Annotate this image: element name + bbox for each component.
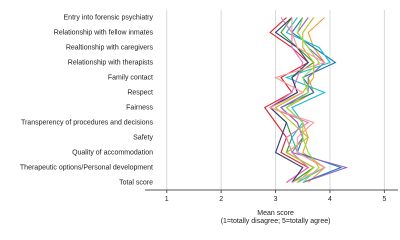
x-tick-label: 5 (382, 196, 386, 203)
series-line (269, 17, 309, 183)
series-line (284, 17, 331, 183)
x-axis-label: Mean score (257, 210, 294, 217)
y-tick-label: Fairness (126, 104, 153, 111)
x-tick-label: 1 (165, 196, 169, 203)
x-tick-label: 3 (274, 196, 278, 203)
series-line (274, 17, 315, 183)
x-axis-label: (1=totally disagree; 5=totally agree) (221, 218, 331, 225)
y-tick-label: Relationship with fellow inmates (54, 29, 154, 36)
series-line (268, 17, 326, 183)
y-tick-label: Family contact (108, 74, 153, 81)
y-tick-label: Therapeutic options/Personal development (20, 164, 153, 171)
y-tick-label: Relationship with therapists (68, 59, 154, 66)
y-tick-label: Entry into forensic psychiatry (64, 14, 154, 21)
series-line (263, 17, 310, 183)
x-tick-label: 4 (328, 196, 332, 203)
chart: 1 2 3 4 5 Entry into forensic psychiatry Relat… (20, 10, 398, 225)
y-tick-label: Total score (119, 179, 153, 186)
y-tick-label: Realtionship with caregivers (66, 44, 154, 51)
series-line (268, 17, 310, 183)
series-line (285, 17, 320, 183)
y-tick-label: Respect (127, 89, 153, 96)
y-tick-label: Quality of accommodation (72, 149, 153, 156)
y-tick-label: Safety (133, 134, 153, 141)
y-tick-label: Transperency of procedures and decisions (21, 119, 154, 126)
x-tick-label: 2 (219, 196, 223, 203)
